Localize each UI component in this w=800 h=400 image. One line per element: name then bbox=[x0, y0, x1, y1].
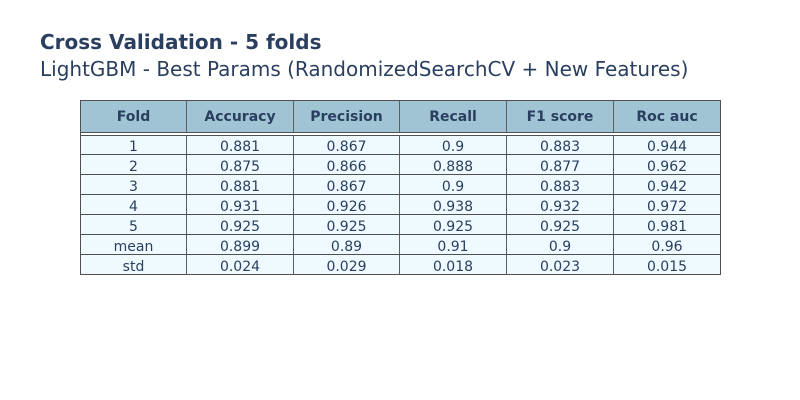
table-cell: 0.925 bbox=[400, 215, 507, 234]
table-cell: 4 bbox=[81, 195, 187, 214]
table-row: mean 0.899 0.89 0.91 0.9 0.96 bbox=[80, 235, 721, 255]
table-cell: mean bbox=[81, 235, 187, 254]
table-cell: 0.029 bbox=[294, 255, 400, 274]
table-cell: 0.881 bbox=[187, 136, 294, 154]
table-row: 1 0.881 0.867 0.9 0.883 0.944 bbox=[80, 135, 721, 155]
table-cell: 0.972 bbox=[646, 199, 688, 214]
header-cell-f1-score: F1 score bbox=[507, 101, 614, 132]
table-cell: 0.931 bbox=[187, 195, 294, 214]
table-row: 2 0.875 0.866 0.888 0.877 0.962 bbox=[80, 155, 721, 175]
table-row: 4 0.931 0.926 0.938 0.932 0.972 bbox=[80, 195, 721, 215]
table-cell: 0.926 bbox=[294, 195, 400, 214]
table-cell: 0.938 bbox=[400, 195, 507, 214]
table-cell: 0.867 bbox=[294, 136, 400, 154]
table-cell: 0.883 bbox=[507, 136, 614, 154]
table-cell: 0.981 bbox=[646, 219, 688, 234]
table-cell: 0.875 bbox=[187, 155, 294, 174]
chart-title: Cross Validation - 5 folds bbox=[40, 30, 322, 54]
table-cell: 0.91 bbox=[400, 235, 507, 254]
table-cell: 0.866 bbox=[294, 155, 400, 174]
table-cell: 0.96 bbox=[651, 239, 683, 254]
table-cell: 0.962 bbox=[646, 159, 688, 174]
table-cell: 0.942 bbox=[646, 179, 688, 194]
table-header-row: Fold Accuracy Precision Recall F1 score … bbox=[80, 100, 721, 133]
table-cell: 0.899 bbox=[187, 235, 294, 254]
header-cell-accuracy: Accuracy bbox=[187, 101, 294, 132]
table-cell: 0.9 bbox=[507, 235, 614, 254]
table-cell: 0.9 bbox=[400, 136, 507, 154]
table-cell: 0.018 bbox=[400, 255, 507, 274]
table-cell: 0.881 bbox=[187, 175, 294, 194]
header-cell-roc-auc: Roc auc bbox=[636, 108, 698, 125]
table-cell: 0.023 bbox=[507, 255, 614, 274]
table-header-gap bbox=[80, 133, 721, 135]
table-row: 5 0.925 0.925 0.925 0.925 0.981 bbox=[80, 215, 721, 235]
table-cell: 0.015 bbox=[646, 259, 688, 274]
table-cell: std bbox=[81, 255, 187, 274]
table-row: 3 0.881 0.867 0.9 0.883 0.942 bbox=[80, 175, 721, 195]
header-cell-precision: Precision bbox=[294, 101, 400, 132]
table-cell: 0.888 bbox=[400, 155, 507, 174]
table-body: 1 0.881 0.867 0.9 0.883 0.944 2 0.875 0.866 0.888… bbox=[80, 135, 721, 275]
table-row: std 0.024 0.029 0.018 0.023 0.015 bbox=[80, 255, 721, 275]
header-cell-recall: Recall bbox=[400, 101, 507, 132]
table-cell: 0.925 bbox=[294, 215, 400, 234]
chart-subtitle: LightGBM - Best Params (RandomizedSearch… bbox=[40, 57, 689, 81]
table-cell: 3 bbox=[81, 175, 187, 194]
table-cell: 0.925 bbox=[507, 215, 614, 234]
table-cell: 0.932 bbox=[507, 195, 614, 214]
table-cell: 0.944 bbox=[646, 139, 688, 154]
table-cell: 0.9 bbox=[400, 175, 507, 194]
table-cell: 1 bbox=[81, 136, 187, 154]
table-cell: 5 bbox=[81, 215, 187, 234]
table-cell: 2 bbox=[81, 155, 187, 174]
header-cell-fold: Fold bbox=[81, 101, 187, 132]
table-cell: 0.925 bbox=[187, 215, 294, 234]
table-cell: 0.867 bbox=[294, 175, 400, 194]
table-cell: 0.024 bbox=[187, 255, 294, 274]
table-cell: 0.883 bbox=[507, 175, 614, 194]
table-cell: 0.89 bbox=[294, 235, 400, 254]
table-cell: 0.877 bbox=[507, 155, 614, 174]
cv-results-table: Fold Accuracy Precision Recall F1 score … bbox=[80, 100, 721, 275]
